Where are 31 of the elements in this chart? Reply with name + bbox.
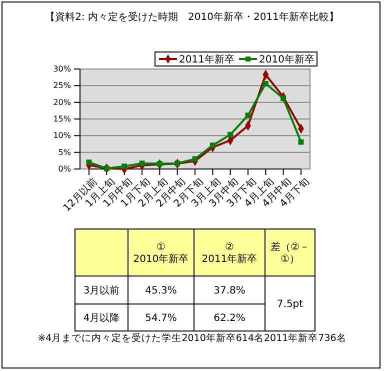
y-tick-label: 15%	[53, 114, 72, 124]
text: 差（②－①）	[270, 241, 310, 265]
point	[245, 112, 251, 118]
point	[122, 164, 128, 170]
legend-label: 2010年新卒	[259, 54, 314, 66]
y-tick-label: 0%	[58, 164, 72, 174]
point	[228, 132, 234, 138]
text: 3月以前	[83, 284, 120, 296]
text: 45.3%	[145, 286, 177, 296]
text: ① 2010年新卒	[133, 242, 189, 265]
text: ② 2011年新卒	[202, 242, 258, 265]
y-tick-label: 20%	[53, 98, 72, 107]
point	[210, 142, 216, 148]
y-tick-label: 10%	[53, 131, 72, 140]
y-tick-label: 5%	[58, 148, 72, 157]
point	[174, 160, 180, 166]
chart-title: 【資料2: 内々定を受けた時期 2010年新卒・2011年新卒比較】	[45, 11, 339, 23]
point	[86, 160, 92, 166]
point	[156, 160, 162, 166]
point	[139, 160, 145, 166]
text: ※4月までに内々定を受けた学生2010年新卒614名2011年新卒736名	[38, 332, 346, 344]
point	[262, 80, 268, 86]
text: 62.2%	[214, 313, 246, 324]
text: 7.5pt	[276, 299, 304, 310]
y-tick-label: 25%	[53, 81, 72, 90]
text: 54.7%	[145, 313, 177, 324]
legend-label: 2011年新卒	[179, 54, 234, 66]
text: 4月以降	[83, 312, 120, 324]
point	[104, 166, 110, 172]
y-tick-label: 30%	[53, 64, 72, 74]
text: 37.8%	[214, 286, 246, 296]
